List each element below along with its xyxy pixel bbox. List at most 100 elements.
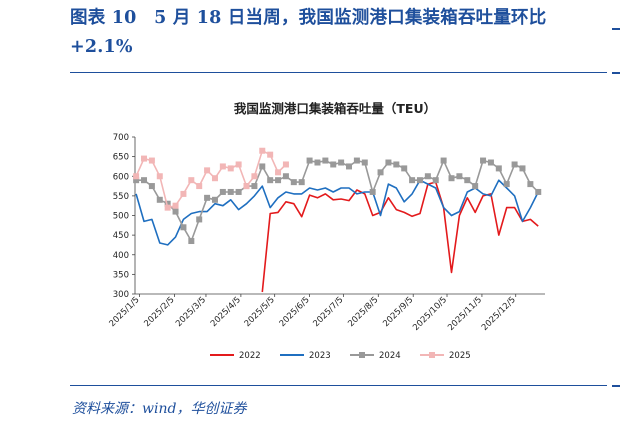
legend-label-2023: 2023 — [309, 351, 331, 361]
data-point-2024 — [440, 157, 447, 164]
legend-marker-2025 — [429, 352, 435, 358]
data-point-2024 — [227, 188, 234, 195]
data-point-2024 — [385, 159, 392, 166]
series-group — [133, 147, 542, 293]
data-point-2024 — [448, 175, 455, 182]
data-point-2024 — [369, 188, 376, 195]
series-line-2025 — [135, 149, 287, 209]
legend: 2022 2023 2024 2025 — [210, 351, 471, 361]
chart: 我国监测港口集装箱吞吐量（TEU） 300 350 400 450 500 550 600 6… — [108, 101, 545, 361]
data-point-2024 — [495, 165, 502, 172]
data-point-2024 — [353, 157, 360, 164]
data-point-2024 — [503, 181, 510, 188]
data-point-2024 — [487, 159, 494, 166]
data-point-2024 — [148, 183, 155, 190]
data-point-2025 — [172, 202, 179, 209]
data-point-2024 — [527, 181, 534, 188]
x-tick-label: 2025/6/5 — [278, 295, 312, 329]
data-point-2025 — [251, 173, 258, 180]
data-point-2024 — [464, 177, 471, 184]
data-point-2024 — [519, 165, 526, 172]
data-point-2024 — [133, 177, 140, 184]
data-point-2024 — [259, 163, 266, 170]
data-point-2024 — [472, 183, 479, 190]
edge-mark-bottom — [612, 385, 620, 387]
data-point-2024 — [511, 161, 518, 168]
x-tick-label: 2025/2/5 — [142, 295, 176, 329]
data-point-2024 — [164, 200, 171, 207]
data-point-2024 — [314, 159, 321, 166]
data-point-2025 — [235, 161, 242, 168]
legend-label-2024: 2024 — [379, 351, 401, 361]
chart-title: 我国监测港口集装箱吞吐量（TEU） — [234, 101, 436, 116]
data-point-2024 — [180, 224, 187, 231]
data-point-2024 — [535, 188, 542, 195]
data-point-2024 — [424, 173, 431, 180]
data-point-2024 — [290, 179, 297, 186]
footer-rule — [70, 385, 607, 386]
x-tick-label: 2025/7/5 — [311, 295, 345, 329]
data-point-2024 — [432, 177, 439, 184]
edge-mark-mid — [612, 72, 620, 74]
data-point-2025 — [141, 155, 148, 162]
data-point-2024 — [330, 161, 337, 168]
series-line-2022 — [261, 181, 539, 293]
data-point-2025 — [188, 177, 195, 184]
data-point-2024 — [141, 177, 148, 184]
y-tick-label: 450 — [113, 231, 129, 241]
data-point-2025 — [148, 157, 155, 164]
y-tick-label: 600 — [113, 172, 129, 182]
data-point-2025 — [227, 165, 234, 172]
data-point-2025 — [267, 151, 274, 158]
data-point-2025 — [259, 147, 266, 154]
data-point-2024 — [156, 196, 163, 203]
data-point-2025 — [156, 173, 163, 180]
y-tick-label: 550 — [113, 192, 129, 202]
edge-mark-top — [612, 28, 620, 30]
data-point-2024 — [282, 173, 289, 180]
series-line-2023 — [135, 179, 539, 246]
x-tick-label: 2025/10/5 — [411, 295, 449, 333]
data-point-2025 — [211, 175, 218, 182]
data-point-2024 — [211, 196, 218, 203]
data-point-2024 — [346, 163, 353, 170]
y-tick-label: 300 — [113, 290, 129, 300]
x-tick-label: 2025/8/5 — [346, 295, 380, 329]
x-tick-label: 2025/1/5 — [108, 295, 142, 329]
legend-label-2022: 2022 — [239, 351, 261, 361]
data-point-2024 — [416, 177, 423, 184]
data-point-2024 — [409, 177, 416, 184]
data-point-2024 — [275, 177, 282, 184]
y-tick-label: 650 — [113, 153, 129, 163]
data-point-2024 — [204, 194, 211, 201]
data-point-2024 — [188, 238, 195, 245]
data-point-2024 — [456, 173, 463, 180]
data-point-2025 — [219, 163, 226, 170]
data-point-2024 — [251, 183, 258, 190]
x-tick-label: 2025/11/5 — [446, 295, 484, 333]
data-point-2025 — [275, 169, 282, 176]
data-point-2024 — [393, 161, 400, 168]
data-point-2024 — [267, 177, 274, 184]
x-tick-label: 2025/9/5 — [381, 295, 415, 329]
data-point-2025 — [243, 183, 250, 190]
title-rule — [70, 72, 607, 73]
data-point-2025 — [282, 161, 289, 168]
data-point-2024 — [172, 208, 179, 215]
data-point-2024 — [219, 188, 226, 195]
data-point-2025 — [180, 190, 187, 197]
data-point-2024 — [361, 159, 368, 166]
data-point-2024 — [338, 159, 345, 166]
legend-marker-2024 — [359, 352, 365, 358]
y-tick-label: 400 — [113, 251, 129, 261]
x-tick-label: 2025/3/5 — [174, 295, 208, 329]
y-axis: 300 350 400 450 500 550 600 650 700 — [113, 133, 136, 300]
figure-title: 图表 10 5 月 18 日当周，我国监测港口集装箱吞吐量环比+2.1% — [70, 8, 547, 57]
data-point-2024 — [235, 188, 242, 195]
data-point-2024 — [480, 157, 487, 164]
x-tick-label: 2025/5/5 — [243, 295, 277, 329]
data-point-2024 — [196, 216, 203, 223]
source-note: 资料来源：wind，华创证券 — [72, 401, 247, 417]
data-point-2025 — [133, 173, 140, 180]
